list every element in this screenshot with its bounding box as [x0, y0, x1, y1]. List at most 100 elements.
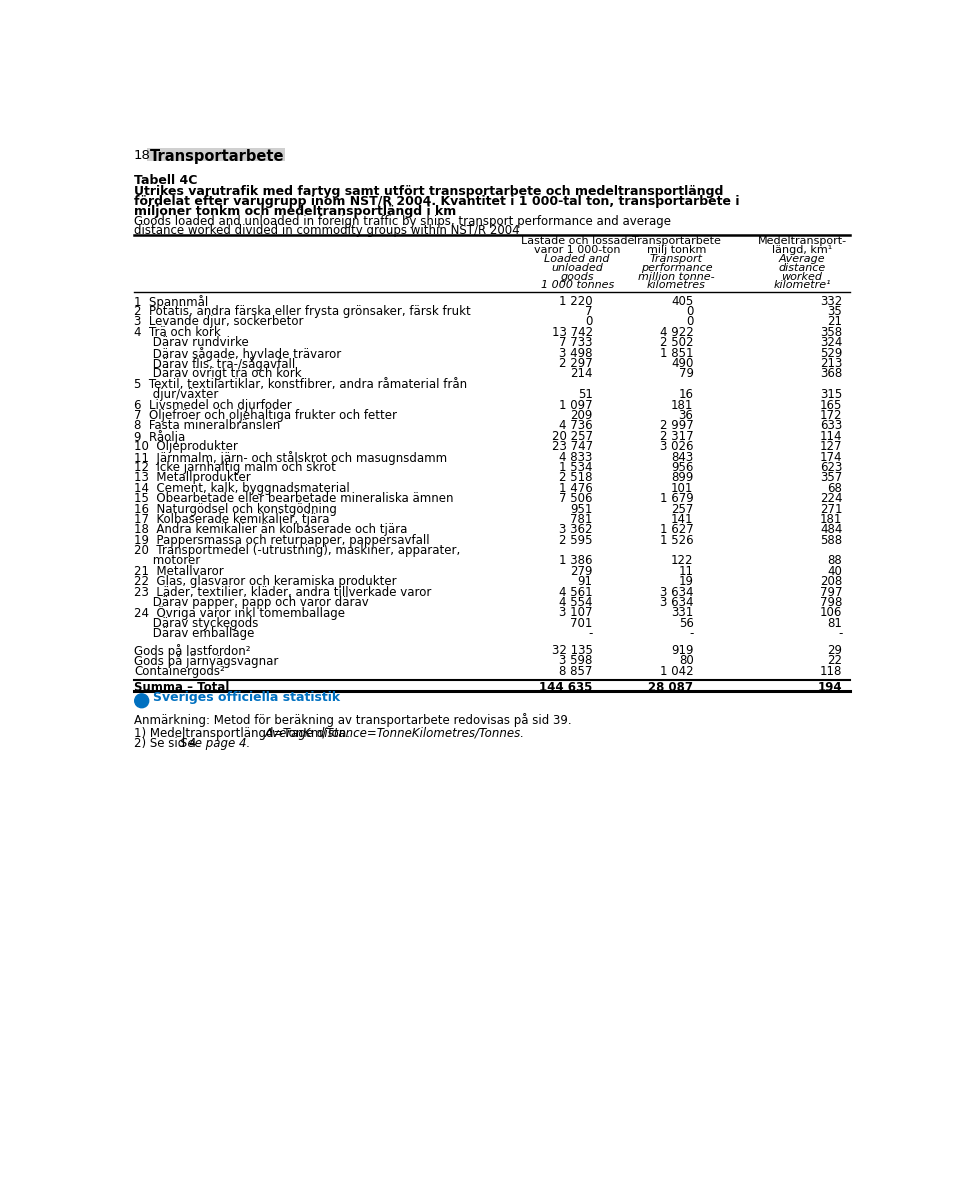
- Text: 357: 357: [820, 472, 842, 485]
- Text: 224: 224: [820, 492, 842, 505]
- Text: kilometres: kilometres: [647, 280, 706, 291]
- Text: 1 476: 1 476: [559, 481, 592, 494]
- Text: Transportarbete: Transportarbete: [632, 236, 721, 247]
- Text: 324: 324: [820, 336, 842, 349]
- Text: 1 220: 1 220: [559, 294, 592, 307]
- Text: 68: 68: [828, 481, 842, 494]
- Text: 0: 0: [586, 316, 592, 329]
- Text: 3 362: 3 362: [560, 523, 592, 536]
- Text: distance: distance: [779, 263, 826, 273]
- Text: 14  Cement, kalk, byggnadsmaterial: 14 Cement, kalk, byggnadsmaterial: [134, 481, 349, 494]
- Text: 56: 56: [679, 617, 693, 630]
- Text: Sveriges officiella statistik: Sveriges officiella statistik: [153, 691, 340, 704]
- Text: 22  Glas, glasvaror och keramiska produkter: 22 Glas, glasvaror och keramiska produkt…: [134, 575, 396, 588]
- Text: performance: performance: [640, 263, 712, 273]
- Text: 623: 623: [820, 461, 842, 474]
- Text: 2 518: 2 518: [560, 472, 592, 485]
- Text: 0: 0: [686, 305, 693, 318]
- Text: 174: 174: [820, 450, 842, 463]
- Text: 798: 798: [820, 596, 842, 609]
- Text: 1 042: 1 042: [660, 665, 693, 678]
- Text: 213: 213: [820, 357, 842, 370]
- Text: Average: Average: [779, 254, 826, 263]
- Text: 405: 405: [671, 294, 693, 307]
- Text: Därav styckegods: Därav styckegods: [134, 617, 258, 630]
- Text: 13  Metallprodukter: 13 Metallprodukter: [134, 472, 251, 485]
- Text: 956: 956: [671, 461, 693, 474]
- Text: 3 026: 3 026: [660, 441, 693, 453]
- Text: 4 922: 4 922: [660, 326, 693, 338]
- Text: Därav övrigt trä och kork: Därav övrigt trä och kork: [134, 367, 301, 380]
- Text: 19  Pappersmassa och returpapper, pappersavfall: 19 Pappersmassa och returpapper, pappers…: [134, 534, 429, 547]
- Text: 2 997: 2 997: [660, 419, 693, 432]
- Text: 279: 279: [570, 565, 592, 578]
- Text: 19: 19: [679, 575, 693, 588]
- Text: 21  Metallvaror: 21 Metallvaror: [134, 565, 224, 578]
- Text: 118: 118: [820, 665, 842, 678]
- Text: Transport: Transport: [650, 254, 703, 263]
- Text: 1 851: 1 851: [660, 347, 693, 360]
- Text: 4 833: 4 833: [560, 450, 592, 463]
- Text: Lastade och lossade: Lastade och lossade: [520, 236, 634, 247]
- Text: Därav flis, trä-/sågavfall: Därav flis, trä-/sågavfall: [134, 357, 296, 370]
- Text: 1) Medeltransportlängd=TonKm/Ton.: 1) Medeltransportlängd=TonKm/Ton.: [134, 727, 353, 740]
- Text: 11  Järnmalm, järn- och stålskrot och masugnsdamm: 11 Järnmalm, järn- och stålskrot och mas…: [134, 450, 447, 464]
- Text: 194: 194: [818, 681, 842, 694]
- Text: 1 679: 1 679: [660, 492, 693, 505]
- Text: See page 4.: See page 4.: [180, 737, 251, 750]
- Text: 1 627: 1 627: [660, 523, 693, 536]
- Text: 181: 181: [820, 513, 842, 526]
- Text: Loaded and: Loaded and: [544, 254, 610, 263]
- Text: 2 502: 2 502: [660, 336, 693, 349]
- Text: 2 297: 2 297: [559, 357, 592, 370]
- Text: 3  Levande djur, sockerbetor: 3 Levande djur, sockerbetor: [134, 316, 303, 329]
- Text: 358: 358: [820, 326, 842, 338]
- Text: 144 635: 144 635: [540, 681, 592, 694]
- Text: 81: 81: [828, 617, 842, 630]
- Text: Anmärkning: Metod för beräkning av transportarbete redovisas på sid 39.: Anmärkning: Metod för beräkning av trans…: [134, 713, 571, 727]
- Text: 4  Trä och kork: 4 Trä och kork: [134, 326, 221, 338]
- Text: motorer: motorer: [134, 555, 201, 567]
- Text: 1 097: 1 097: [559, 399, 592, 412]
- Text: -: -: [689, 628, 693, 641]
- Text: längd, km¹: längd, km¹: [772, 245, 832, 255]
- Text: 36: 36: [679, 409, 693, 422]
- Text: Transportarbete: Transportarbete: [150, 149, 284, 164]
- Text: 8  Fasta mineralbränslen: 8 Fasta mineralbränslen: [134, 419, 280, 432]
- Text: 29: 29: [828, 644, 842, 656]
- Text: 20  Transportmedel (-utrustning), maskiner, apparater,: 20 Transportmedel (-utrustning), maskine…: [134, 544, 460, 557]
- Text: 1 534: 1 534: [560, 461, 592, 474]
- Text: 4 554: 4 554: [560, 596, 592, 609]
- Text: 315: 315: [820, 388, 842, 401]
- Text: 106: 106: [820, 606, 842, 619]
- Text: 529: 529: [820, 347, 842, 360]
- Text: 843: 843: [671, 450, 693, 463]
- Text: 23 747: 23 747: [552, 441, 592, 453]
- Text: 20 257: 20 257: [552, 430, 592, 443]
- Text: 22: 22: [828, 654, 842, 667]
- Text: 7: 7: [586, 305, 592, 318]
- Text: 7 733: 7 733: [560, 336, 592, 349]
- Text: 484: 484: [820, 523, 842, 536]
- Text: fördelat efter varugrupp inom NST/R 2004. Kvantitet i 1 000-tal ton, transportar: fördelat efter varugrupp inom NST/R 2004…: [134, 194, 739, 207]
- Text: 16: 16: [679, 388, 693, 401]
- Text: 2  Potatis, andra färska eller frysta grönsaker, färsk frukt: 2 Potatis, andra färska eller frysta grö…: [134, 305, 470, 318]
- Text: 79: 79: [679, 367, 693, 380]
- Text: 919: 919: [671, 644, 693, 656]
- Text: 9  Råolja: 9 Råolja: [134, 430, 185, 444]
- Text: 13 742: 13 742: [552, 326, 592, 338]
- Text: 331: 331: [671, 606, 693, 619]
- Text: 114: 114: [820, 430, 842, 443]
- Text: 88: 88: [828, 555, 842, 567]
- Text: 332: 332: [820, 294, 842, 307]
- Text: Därav emballage: Därav emballage: [134, 628, 254, 641]
- Text: 127: 127: [820, 441, 842, 453]
- Text: 12  Icke järnhaltig malm och skrot: 12 Icke järnhaltig malm och skrot: [134, 461, 336, 474]
- Text: 4 736: 4 736: [559, 419, 592, 432]
- Text: 10  Oljeprodukter: 10 Oljeprodukter: [134, 441, 238, 453]
- Text: Därav sågade, hyvlade trävaror: Därav sågade, hyvlade trävaror: [134, 347, 341, 361]
- Text: 15  Obearbetade eller bearbetade mineraliska ämnen: 15 Obearbetade eller bearbetade minerali…: [134, 492, 453, 505]
- Text: Goods loaded and unloaded in foreign traffic by ships, transport performance and: Goods loaded and unloaded in foreign tra…: [134, 214, 671, 227]
- Text: Gods på lastfordon²: Gods på lastfordon²: [134, 644, 251, 657]
- Text: 32 135: 32 135: [552, 644, 592, 656]
